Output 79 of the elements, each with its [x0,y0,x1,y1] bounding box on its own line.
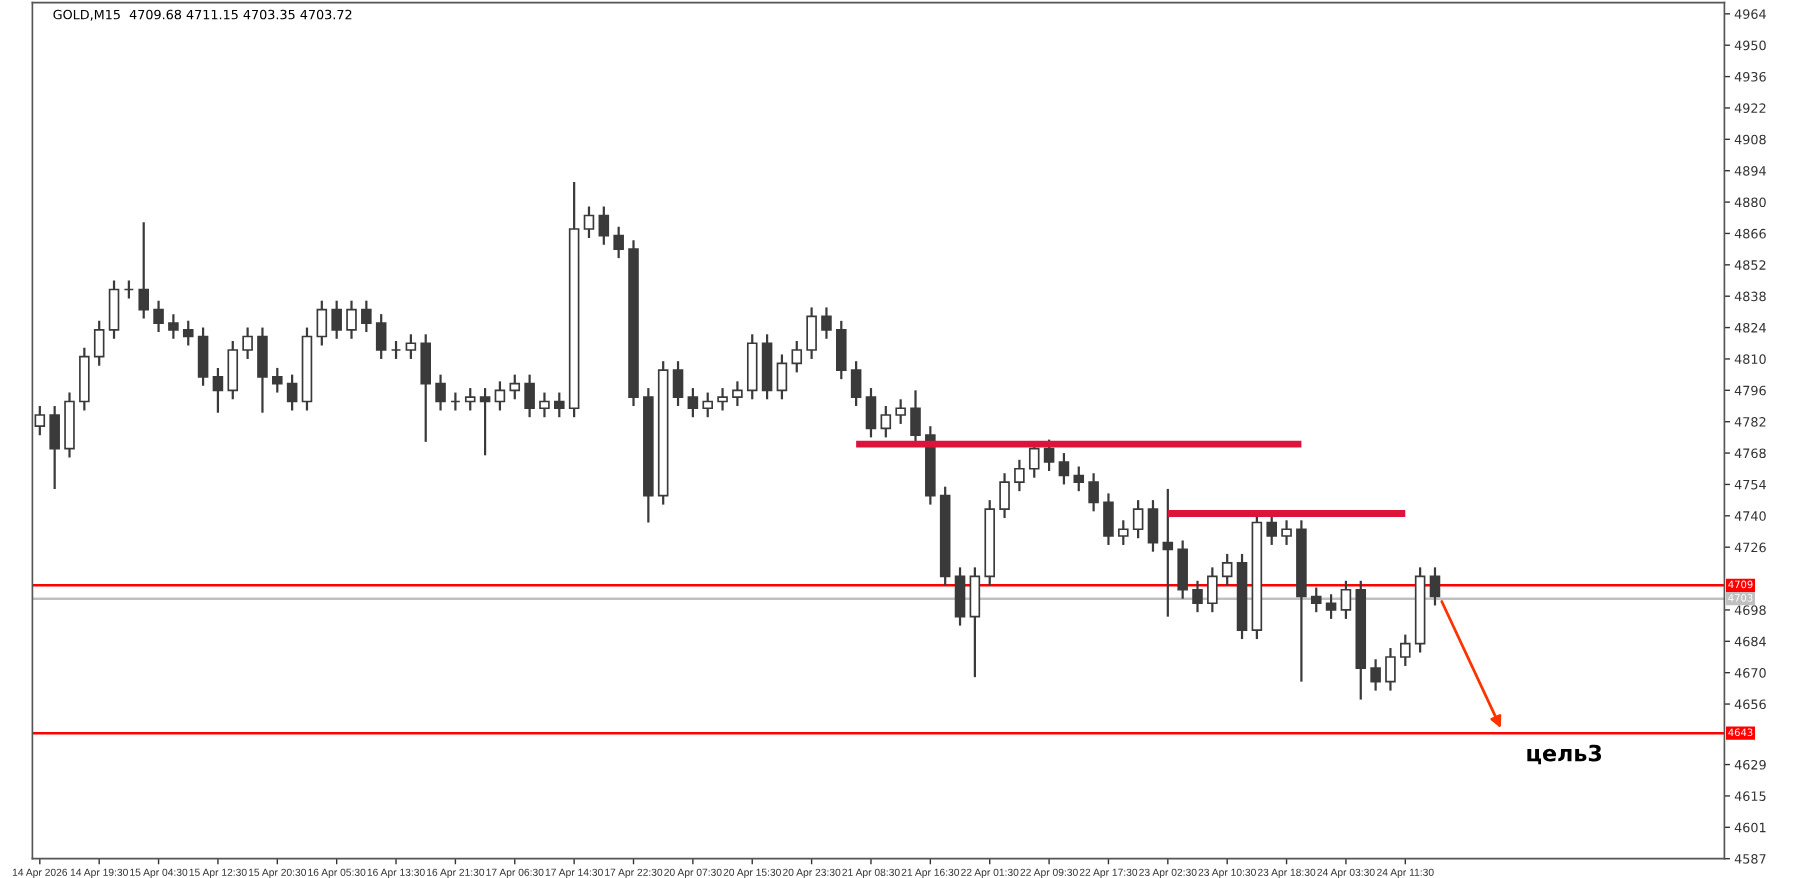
candlestick [1058,451,1070,486]
candlestick [49,404,60,491]
candlestick [242,326,253,361]
candlestick [1400,633,1411,668]
candlestick [331,299,342,340]
candlestick [138,221,150,320]
candlestick [479,386,491,457]
candlestick [361,299,372,334]
candlestick [272,366,283,394]
candlestick [257,326,268,414]
candlestick [865,386,877,439]
candlestick [1118,519,1129,547]
candlestick [346,299,357,340]
candlestick [182,319,194,347]
candlestick [1221,552,1233,587]
candlestick [168,313,179,340]
candlestick [153,299,164,334]
candlestick [1192,579,1203,614]
candlestick [1429,566,1441,607]
candlestick [910,389,921,446]
candlestick [286,373,298,412]
candlestick [895,398,906,426]
candlestick [969,566,981,679]
candlestick [1132,499,1144,540]
candlestick [880,404,892,439]
candlestick [1162,487,1174,618]
candlestick [1325,593,1337,621]
candlestick [746,333,758,401]
candlestick [197,326,209,387]
candlestick [212,366,224,414]
candlestick [539,391,550,419]
candlestick [1310,586,1322,614]
candlestick [702,391,714,419]
candlestick [1177,539,1188,600]
candlestick [999,472,1010,520]
candlestick [405,333,417,361]
candlestick [420,333,432,443]
candlestick [464,386,476,412]
candlestick [93,319,105,367]
candlestick [554,391,565,419]
candlestick [1281,519,1292,547]
candlestick [509,373,521,401]
candlestick [672,360,684,408]
candlestick [79,346,90,412]
candlestick [435,373,446,412]
candlestick [1207,566,1218,614]
candlestick [1073,465,1085,493]
candlestick [108,279,120,340]
candlestick [1385,646,1396,692]
annotation: цель3 [1527,744,1602,765]
candlestick [791,339,803,374]
candlestick [836,319,847,381]
candlestick [717,386,728,412]
candlestick [732,380,743,408]
candlestick [954,566,966,627]
candlestick [34,404,46,437]
candlestick [524,373,535,419]
candlestick [227,339,239,401]
candlestick [316,299,328,347]
candlestick [1370,658,1381,692]
candlestick [1014,458,1025,493]
candlestick [1147,499,1159,553]
candlestick [1088,472,1099,513]
candlestick [821,306,832,340]
candlestick [761,333,773,401]
candlestick [64,391,75,459]
candlestick [776,353,788,401]
candlestick [806,306,817,361]
candlestick [613,225,624,260]
candlestick [598,205,610,246]
candlestick [494,380,506,412]
candlestick [687,386,699,419]
candlestick [1043,438,1055,473]
candlestick [850,360,862,408]
candlestick [1103,492,1114,547]
candlestick [1266,512,1278,547]
candlestick [1340,579,1352,621]
candlestick [583,205,595,240]
candlestick [375,313,387,361]
